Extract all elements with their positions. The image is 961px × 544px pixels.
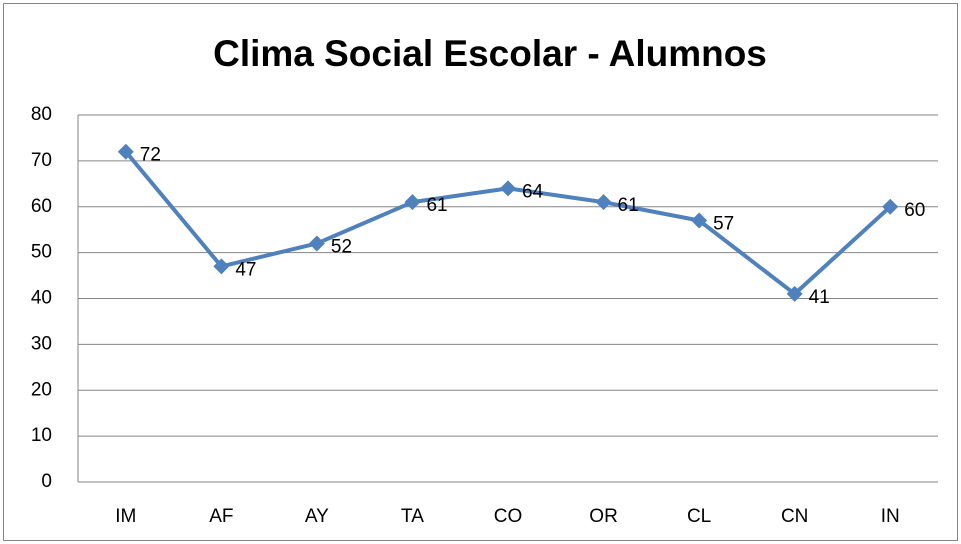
x-tick-label: IM: [115, 506, 136, 527]
x-tick-label: CN: [781, 506, 808, 527]
data-label: 41: [809, 287, 830, 308]
marker: [117, 143, 134, 160]
chart-border: [3, 3, 958, 541]
marker: [500, 180, 516, 197]
x-tick-label: IN: [881, 506, 900, 527]
x-tick-label: TA: [401, 506, 424, 527]
chart-title: Clima Social Escolar - Alumnos: [213, 33, 767, 74]
data-label: 52: [331, 236, 352, 257]
y-tick-label: 40: [31, 288, 52, 309]
y-tick-label: 50: [31, 242, 52, 263]
data-label: 64: [522, 181, 544, 202]
x-tick-label: AY: [305, 506, 329, 527]
y-tick-label: 80: [31, 104, 52, 125]
y-tick-label: 0: [41, 471, 52, 492]
marker: [595, 194, 612, 211]
x-tick-label: CO: [494, 506, 523, 527]
marker: [213, 258, 230, 275]
data-label: 57: [713, 214, 734, 235]
marker: [691, 212, 708, 229]
x-tick-label: AF: [209, 506, 233, 527]
y-tick-label: 10: [31, 425, 52, 446]
data-label: 61: [426, 195, 447, 216]
y-tick-label: 30: [31, 333, 52, 354]
data-label: 72: [140, 145, 161, 166]
y-tick-label: 20: [31, 379, 52, 400]
marker: [308, 235, 325, 252]
marker: [786, 285, 803, 302]
y-tick-label: 70: [31, 150, 52, 171]
data-label: 47: [235, 259, 256, 280]
data-label: 60: [904, 200, 925, 221]
data-label: 61: [618, 195, 639, 216]
marker: [404, 194, 421, 211]
y-tick-label: 60: [31, 196, 52, 217]
x-tick-label: OR: [589, 506, 618, 527]
marker: [882, 198, 899, 215]
x-tick-label: CL: [687, 506, 711, 527]
